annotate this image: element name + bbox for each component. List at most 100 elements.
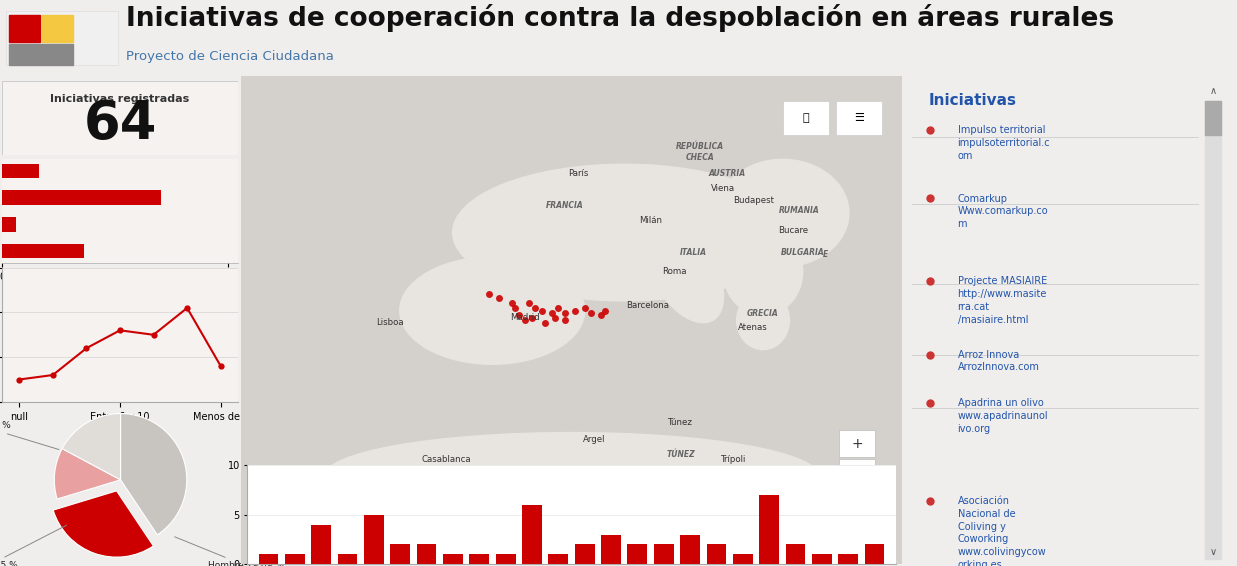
Text: MARRUECOS: MARRUECOS [452, 484, 506, 493]
Bar [496, 555, 516, 564]
Text: TÚNEZ: TÚNEZ [667, 450, 695, 459]
Bar [680, 534, 700, 564]
Text: ITALIA: ITALIA [680, 247, 708, 256]
Bar [391, 544, 411, 564]
Text: Budapest: Budapest [732, 196, 773, 205]
Text: Bucare: Bucare [778, 226, 808, 234]
Text: Iniciativas: Iniciativas [928, 93, 1017, 109]
Text: Casablanca: Casablanca [421, 455, 471, 464]
Text: 64: 64 [83, 97, 157, 149]
Text: Trípoli: Trípoli [721, 455, 746, 464]
Bar [370, 527, 423, 533]
Text: Túnez: Túnez [668, 418, 693, 427]
Ellipse shape [724, 228, 803, 315]
Text: Roma: Roma [662, 267, 687, 276]
Text: ∨: ∨ [1210, 547, 1216, 557]
Wedge shape [54, 449, 120, 499]
Text: Iniciativas registradas: Iniciativas registradas [51, 94, 189, 104]
Bar [601, 534, 621, 564]
Text: Barcelona: Barcelona [626, 301, 669, 310]
Text: REPÚBLICA
CHECA: REPÚBLICA CHECA [677, 142, 725, 162]
FancyBboxPatch shape [2, 81, 238, 155]
Bar [443, 555, 463, 564]
Bar [627, 544, 647, 564]
Bar [2, 164, 38, 178]
Text: Otro 17,19 %: Otro 17,19 % [0, 421, 59, 449]
Bar [783, 101, 829, 135]
Bar [839, 430, 876, 457]
Bar [265, 527, 317, 533]
Bar [548, 555, 568, 564]
Wedge shape [53, 491, 153, 557]
Text: Iniciativas de cooperación contra la despoblación en áreas rurales: Iniciativas de cooperación contra la des… [126, 4, 1115, 32]
Ellipse shape [400, 257, 585, 365]
Wedge shape [120, 414, 187, 535]
Text: Powered by Esri: Powered by Esri [834, 549, 896, 558]
Bar [409, 517, 482, 523]
Text: ∧: ∧ [1210, 86, 1216, 96]
Bar [469, 555, 489, 564]
Text: Viena: Viena [711, 184, 736, 193]
Bar [760, 495, 779, 564]
Ellipse shape [453, 164, 797, 301]
Bar [811, 555, 831, 564]
Ellipse shape [644, 220, 724, 323]
Text: +: + [851, 437, 862, 451]
Bar [6, 11, 118, 65]
Text: −: − [851, 466, 862, 480]
Text: Hombre 29,69 %: Hombre 29,69 % [174, 537, 283, 566]
Text: Apadrina un olivo
www.apadrinaunol
ivo.org: Apadrina un olivo www.apadrinaunol ivo.o… [957, 398, 1048, 434]
Bar [317, 527, 370, 533]
Text: Mujer 12,5 %: Mujer 12,5 % [0, 525, 67, 566]
Text: 600 mi: 600 mi [374, 531, 400, 541]
Bar [706, 544, 726, 564]
Wedge shape [62, 414, 120, 480]
Bar [9, 15, 40, 42]
Bar [336, 517, 409, 523]
Text: 0: 0 [262, 505, 267, 514]
Bar [1205, 101, 1221, 135]
Text: Projecte MASIAIRE
http://www.masite
rra.cat
/masiaire.html: Projecte MASIAIRE http://www.masite rra.… [957, 276, 1047, 325]
Bar [338, 555, 357, 564]
Bar [9, 44, 73, 65]
Text: Lisboa: Lisboa [376, 318, 403, 327]
Bar [839, 555, 858, 564]
Bar [839, 460, 876, 486]
Bar [42, 15, 73, 42]
Bar [865, 544, 884, 564]
Ellipse shape [324, 432, 819, 520]
Text: 0: 0 [262, 531, 267, 541]
Bar [2, 244, 84, 259]
Text: ☰: ☰ [854, 113, 863, 123]
Bar [2, 190, 161, 205]
Text: Impulso territorial
impulsoterritorial.c
om: Impulso territorial impulsoterritorial.c… [957, 125, 1050, 161]
Text: Milán: Milán [640, 216, 662, 225]
Bar [417, 544, 437, 564]
Text: París: París [568, 169, 589, 178]
Ellipse shape [737, 291, 789, 350]
Text: E: E [823, 250, 829, 259]
Bar [732, 555, 752, 564]
Text: Atenas: Atenas [738, 323, 768, 332]
Text: RUMANIA: RUMANIA [779, 206, 820, 215]
Text: 🔍: 🔍 [803, 113, 809, 123]
Text: Argel: Argel [584, 435, 606, 444]
Text: AUSTRIA: AUSTRIA [708, 169, 745, 178]
Bar [575, 544, 595, 564]
Text: Arroz Innova
ArrozInnova.com: Arroz Innova ArrozInnova.com [957, 350, 1039, 372]
Text: Comarkup
Www.comarkup.co
m: Comarkup Www.comarkup.co m [957, 194, 1048, 229]
Bar [654, 544, 674, 564]
Ellipse shape [716, 160, 849, 267]
Text: Esri, Garmin, FAO, NOAA, USGS: Esri, Garmin, FAO, NOAA, USGS [247, 549, 367, 558]
Bar [312, 525, 332, 564]
Bar [836, 101, 882, 135]
Bar [259, 555, 278, 564]
Bar [522, 505, 542, 564]
Text: Asociación
Nacional de
Coliving y
Coworking
www.colivingycow
orking.es: Asociación Nacional de Coliving y Cowork… [957, 496, 1047, 566]
Bar [265, 517, 336, 523]
Bar [285, 555, 304, 564]
Bar [785, 544, 805, 564]
Text: GRECIA: GRECIA [747, 308, 779, 318]
Text: BULGARIA: BULGARIA [781, 247, 825, 256]
Text: Madrid: Madrid [511, 314, 541, 323]
